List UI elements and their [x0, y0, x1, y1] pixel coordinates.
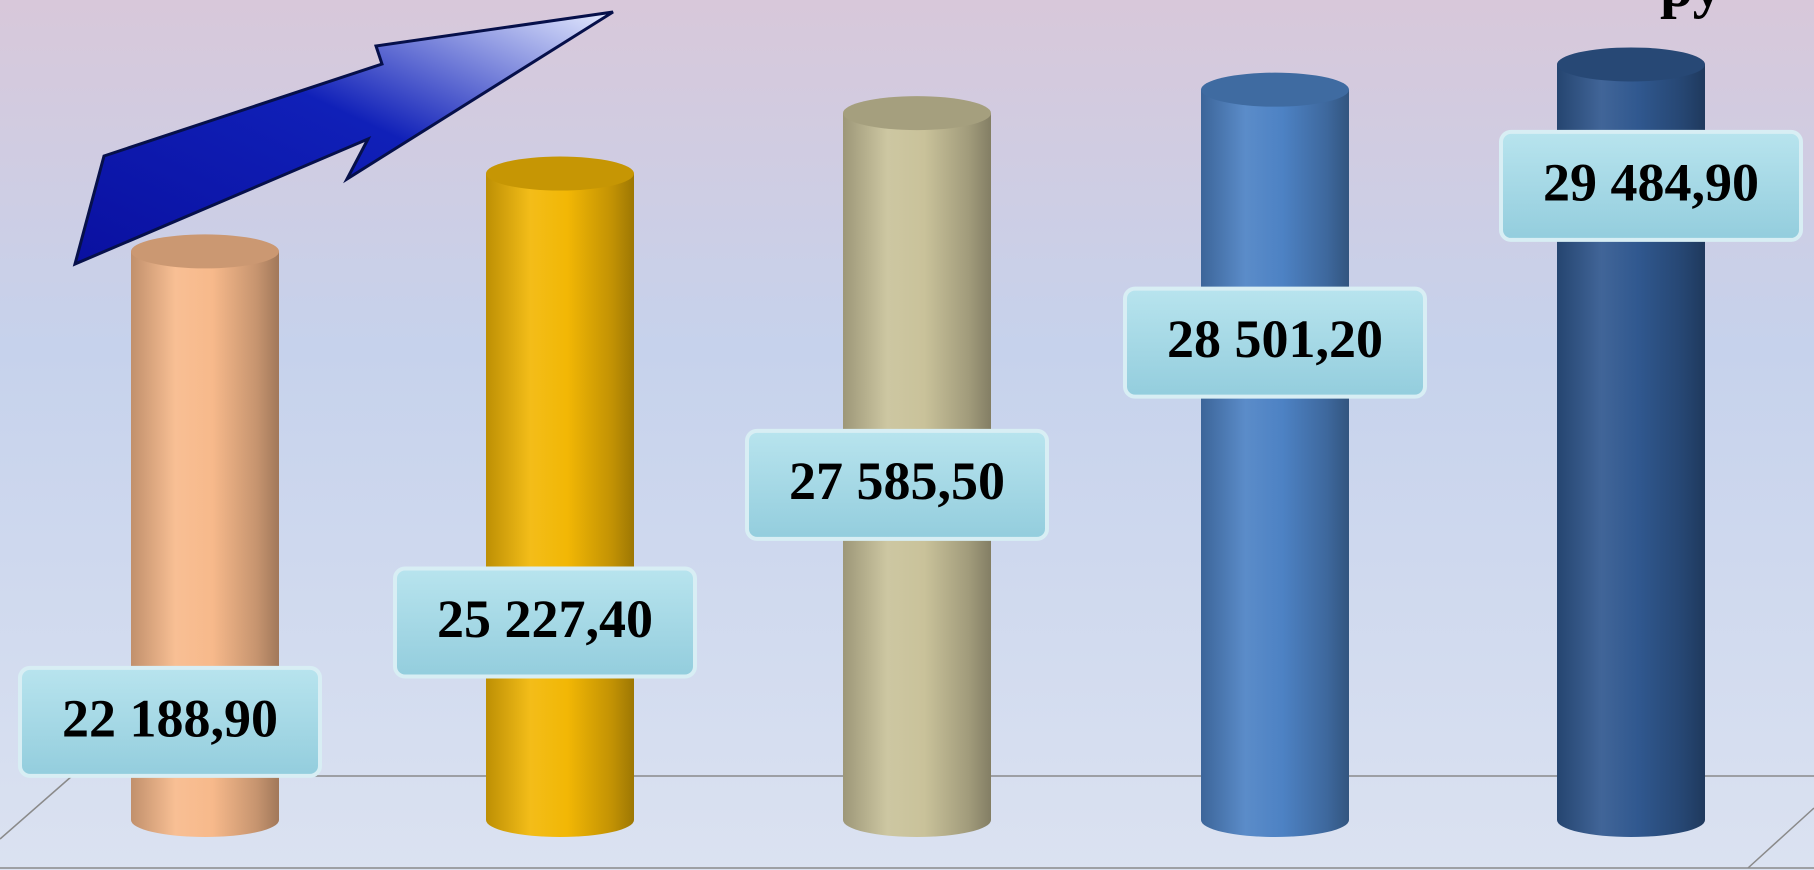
cylinder-top	[131, 234, 279, 269]
value-label: 22 188,90	[62, 688, 278, 748]
cylinder-top	[1201, 72, 1349, 107]
value-label: 25 227,40	[437, 589, 653, 649]
chart-title: ру	[1660, 0, 1723, 19]
bar	[1201, 89, 1349, 821]
floor-edge	[1747, 807, 1814, 869]
value-label: 27 585,50	[789, 451, 1005, 511]
bar	[486, 173, 634, 821]
value-label: 29 484,90	[1543, 152, 1759, 212]
cylinder-top	[843, 96, 991, 131]
value-label-box	[1123, 286, 1427, 399]
floor-edge	[0, 775, 73, 840]
cylinder-top	[1557, 47, 1705, 82]
cylinder	[486, 156, 634, 837]
growth-arrow	[72, 10, 614, 267]
value-label-box	[18, 665, 322, 778]
cylinder-top	[486, 156, 634, 191]
cylinder	[1201, 72, 1349, 837]
value-label-box	[393, 566, 697, 679]
value-label-box	[1499, 129, 1803, 242]
value-label-box	[745, 428, 1049, 541]
bars: 22 188,90 25 227,40 27 585,50 28 501,20 29 4…	[18, 47, 1803, 837]
value-label: 28 501,20	[1167, 309, 1383, 369]
